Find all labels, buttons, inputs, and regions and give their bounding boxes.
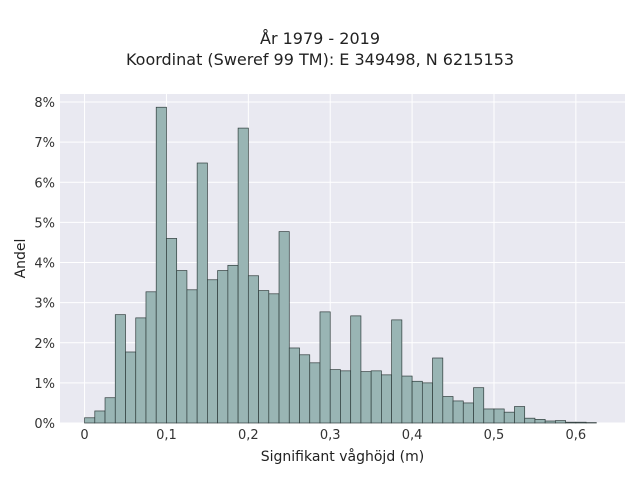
histogram-bar: [524, 417, 536, 424]
x-axis-ticks: 0 0,1 0,2 0,3 0,4 0,5 0,6: [80, 428, 586, 443]
histogram-bar: [575, 421, 587, 424]
histogram-bar: [442, 396, 454, 424]
histogram-bar: [166, 238, 178, 424]
histogram-bar: [544, 420, 556, 424]
y-tick-label: 3%: [34, 297, 55, 312]
y-tick-label: 8%: [34, 96, 55, 111]
histogram-bar: [125, 351, 137, 424]
histogram-bar: [381, 374, 392, 424]
histogram-bar: [319, 311, 331, 424]
y-tick-label: 5%: [34, 216, 55, 231]
histogram-bar: [391, 319, 403, 424]
histogram-bar: [340, 370, 352, 424]
y-axis-label: Andel: [13, 239, 29, 279]
histogram-bar: [401, 375, 413, 424]
y-tick-label: 1%: [34, 377, 55, 392]
histogram-bar: [155, 106, 167, 424]
x-tick-label: 0,4: [402, 428, 423, 443]
histogram-bar: [288, 347, 300, 424]
histogram-bar: [309, 362, 321, 424]
histogram-bar: [565, 421, 577, 424]
histogram-bar: [145, 291, 157, 424]
y-tick-label: 2%: [34, 337, 55, 352]
x-axis-label: Signifikant våghöjd (m): [261, 448, 424, 465]
histogram-bar: [186, 289, 198, 424]
chart-title-line1: År 1979 - 2019: [260, 29, 380, 48]
histogram-bar: [360, 371, 372, 424]
histogram-bar: [432, 357, 444, 424]
x-tick-label: 0: [80, 428, 88, 443]
y-tick-label: 6%: [34, 176, 55, 191]
histogram-bar: [135, 317, 147, 424]
histogram-bar: [493, 408, 505, 424]
histogram-bar: [555, 420, 566, 424]
histogram-bar: [514, 406, 526, 424]
y-axis-ticks: 0% 1% 2% 3% 4% 5% 6% 7% 8%: [34, 96, 55, 432]
histogram-bar: [534, 419, 546, 424]
bars: [84, 106, 597, 424]
x-tick-label: 0,3: [320, 428, 341, 443]
histogram-bar: [237, 127, 249, 424]
histogram-bar: [247, 275, 259, 424]
y-tick-label: 7%: [34, 136, 55, 151]
histogram-bar: [462, 402, 474, 424]
histogram-bar: [196, 162, 208, 424]
x-tick-label: 0,2: [238, 428, 259, 443]
histogram-bar: [452, 400, 464, 424]
histogram-bar: [278, 231, 290, 424]
histogram-bar: [483, 408, 495, 424]
x-tick-label: 0,6: [566, 428, 587, 443]
histogram-bar: [104, 397, 116, 424]
histogram-bar: [411, 380, 423, 424]
histogram-bar: [370, 370, 382, 424]
histogram-bar: [350, 315, 362, 424]
histogram-bar: [84, 417, 96, 424]
chart-title-line2: Koordinat (Sweref 99 TM): E 349498, N 62…: [125, 50, 515, 69]
histogram-bar: [473, 387, 485, 424]
histogram-bar: [217, 270, 229, 424]
histogram-bar: [299, 354, 311, 424]
histogram-bar: [176, 270, 188, 424]
histogram-bar: [227, 264, 239, 424]
y-tick-label: 4%: [34, 257, 55, 272]
y-tick-label: 0%: [34, 417, 55, 432]
x-tick-label: 0,5: [484, 428, 505, 443]
histogram-bar: [421, 382, 433, 424]
histogram-bar: [329, 369, 341, 424]
histogram-bar: [503, 411, 515, 424]
histogram-bar: [258, 290, 270, 424]
histogram-bar: [207, 279, 218, 424]
histogram-bar: [94, 410, 106, 424]
x-tick-label: 0,1: [156, 428, 177, 443]
histogram-bar: [268, 293, 280, 424]
histogram-bar: [114, 314, 126, 424]
